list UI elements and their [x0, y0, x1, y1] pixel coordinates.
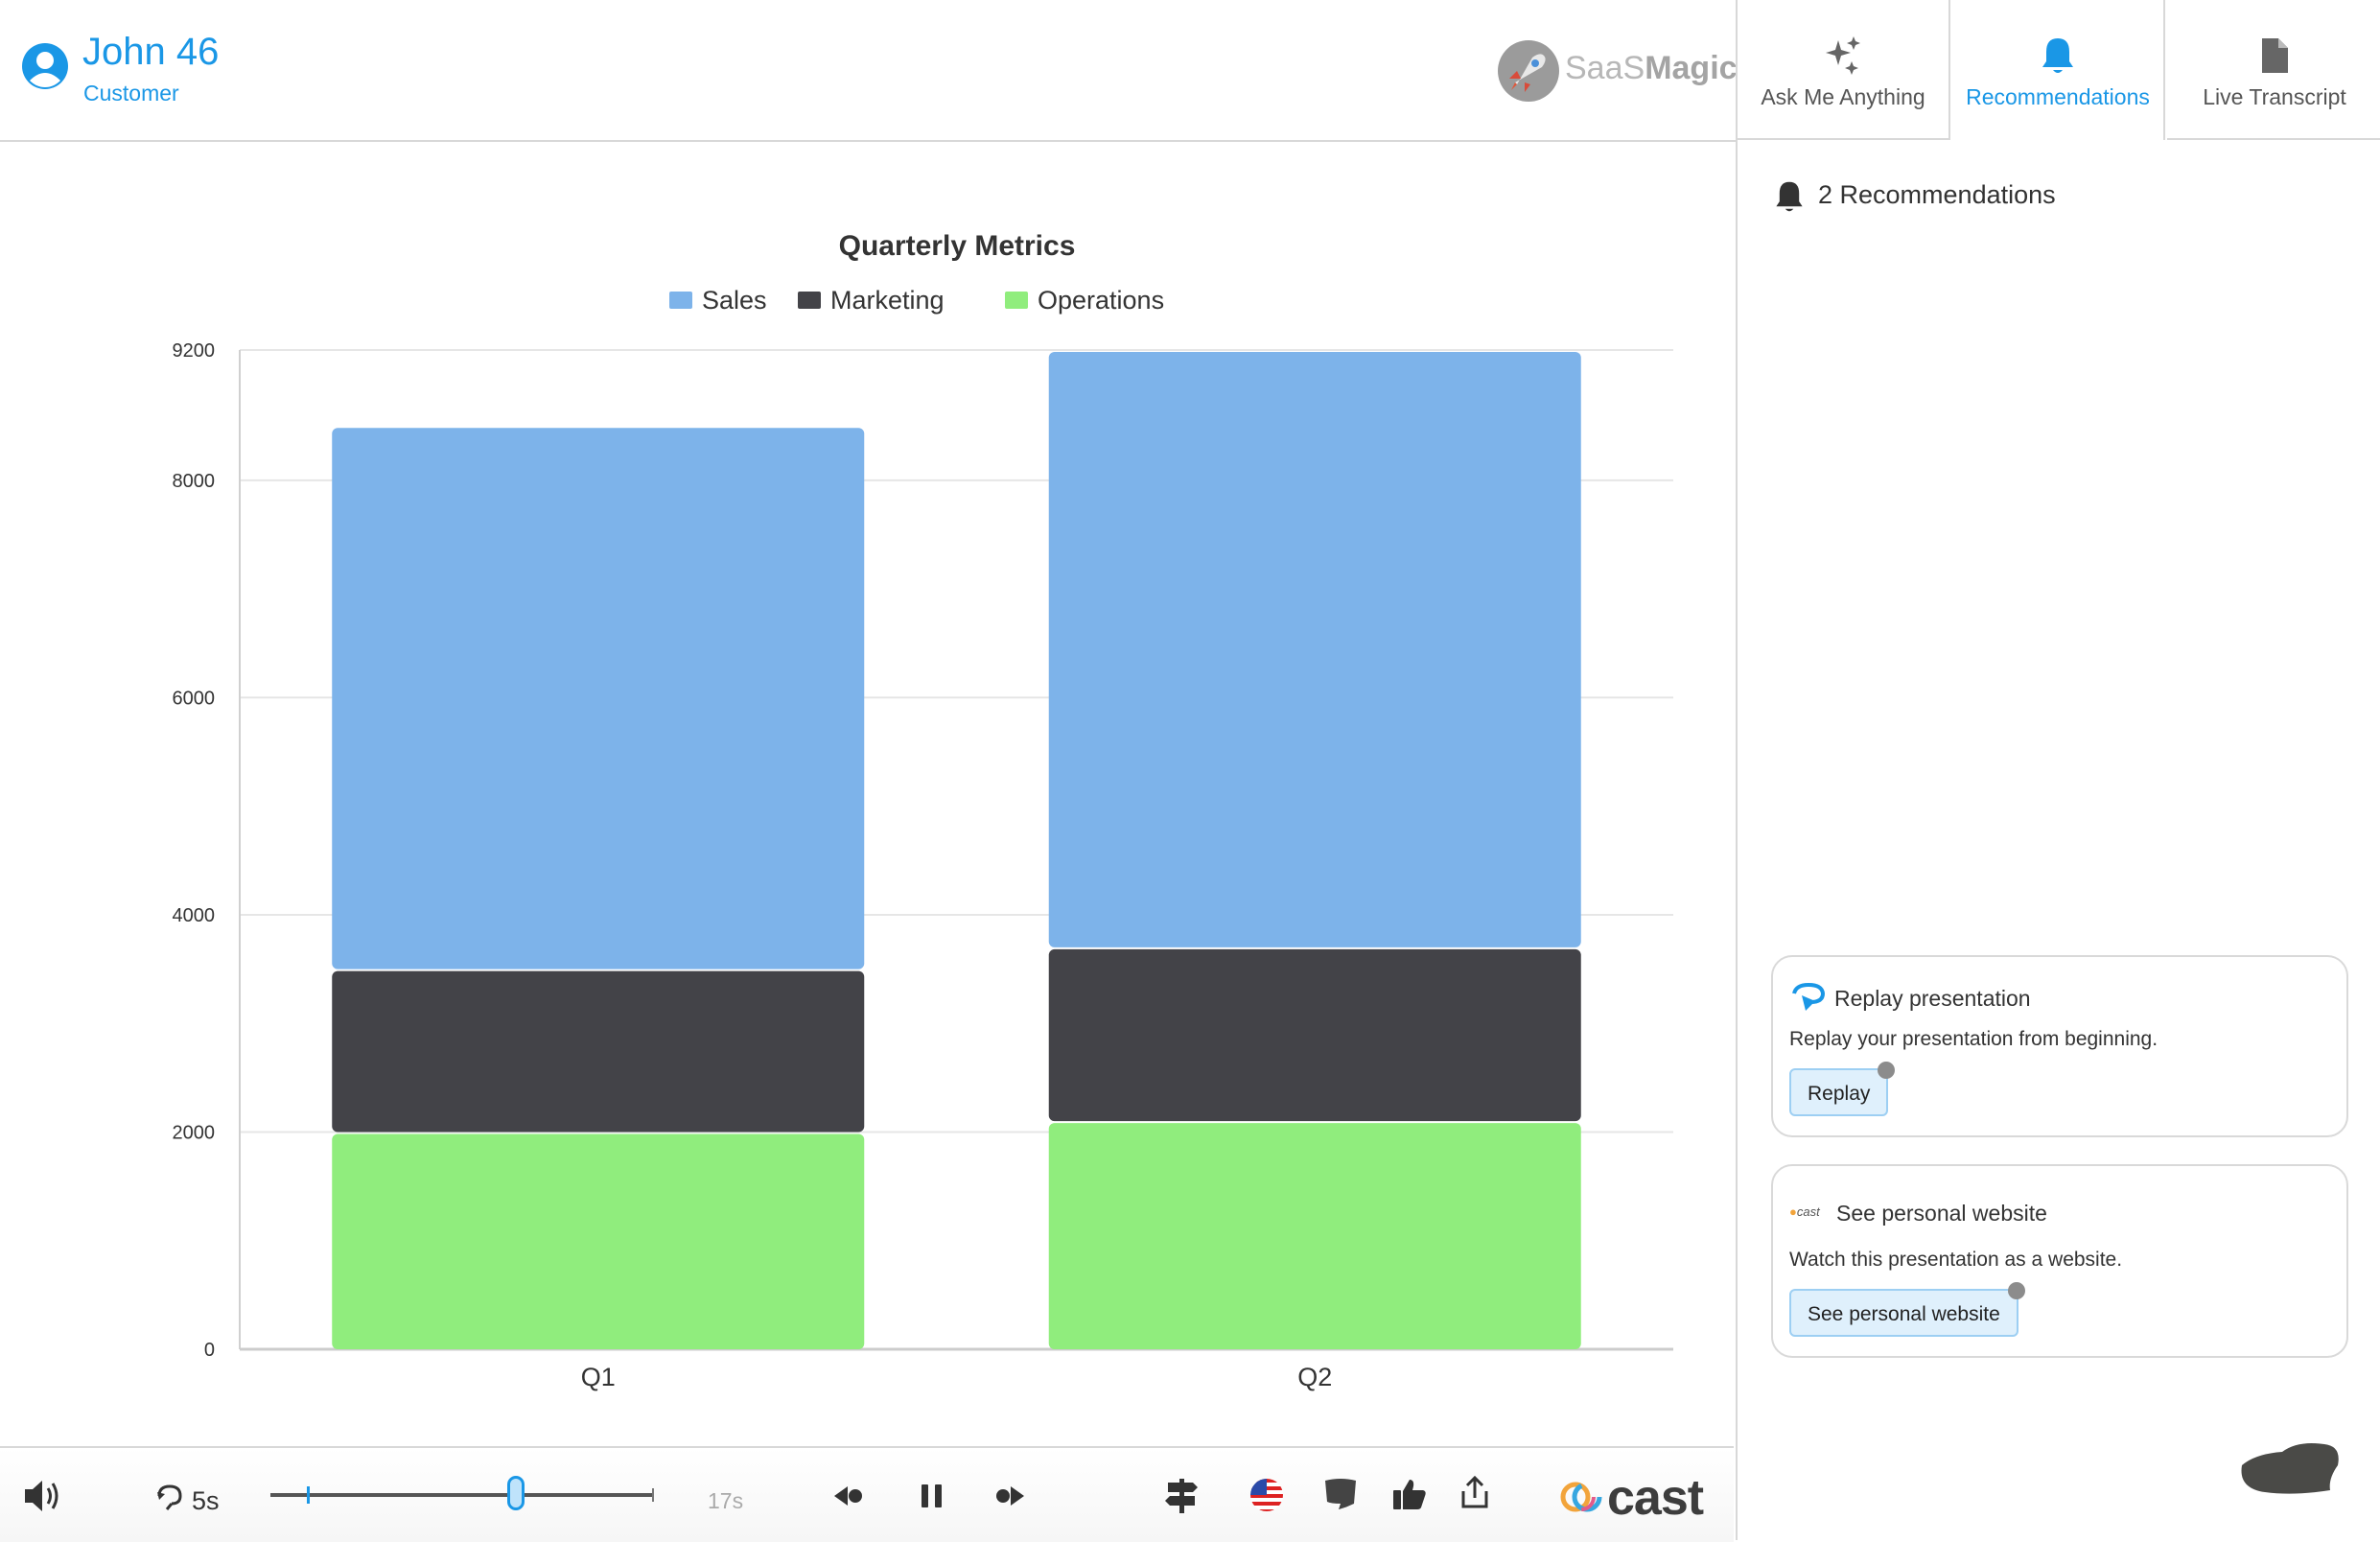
brand-logo-icon [1498, 40, 1559, 102]
progress-slider[interactable] [270, 1476, 654, 1510]
badge-dot [2007, 1282, 2025, 1299]
tab-live-transcript[interactable]: Live Transcript [2167, 0, 2380, 140]
legend-swatch [1005, 292, 1028, 309]
sparkles-icon [1826, 36, 1860, 75]
us-flag-language-icon[interactable] [1248, 1477, 1285, 1513]
thumbs-up-icon[interactable] [1390, 1475, 1429, 1513]
document-icon [2262, 38, 2288, 73]
bar-marketing-q2 [1048, 948, 1581, 1122]
x-tick-label: Q2 [1297, 1363, 1332, 1391]
progress-handle[interactable] [507, 1476, 525, 1510]
bar-marketing-q1 [332, 970, 865, 1133]
cast-brand-text: cast [1607, 1470, 1704, 1526]
y-tick-label: 6000 [173, 688, 216, 709]
tab-label: Recommendations [1966, 84, 2150, 109]
bar-sales-q1 [332, 428, 865, 970]
chart-svg: Quarterly Metrics Sales Marketing Operation… [173, 230, 1673, 1391]
user-avatar-icon [22, 43, 68, 89]
cast-logo-icon: ●cast [1789, 1204, 1820, 1219]
y-tick-label: 2000 [173, 1122, 216, 1143]
replay-icon [1792, 982, 1826, 1011]
card-title: See personal website [1836, 1201, 2047, 1226]
replay-button-label: Replay [1808, 1083, 1871, 1105]
rewind-skip-icon[interactable] [153, 1483, 186, 1511]
legend-swatch [798, 292, 821, 309]
user-name: John 46 [82, 31, 220, 73]
duration-label: 17s [708, 1488, 744, 1513]
chart: Quarterly Metrics Sales Marketing Operation… [0, 142, 1734, 1446]
tab-label: Live Transcript [2203, 84, 2346, 109]
tab-label: Ask Me Anything [1761, 84, 1925, 109]
signpost-icon[interactable] [1162, 1475, 1201, 1515]
side-panel: Ask Me Anything Recommendations Live Tra… [1736, 0, 2380, 1540]
website-button-label: See personal website [1808, 1303, 2000, 1325]
recommendation-card-replay: Replay presentation Replay your presenta… [1771, 955, 2348, 1137]
volume-icon[interactable] [23, 1477, 65, 1515]
header: John 46 Customer SaaSMagic [0, 0, 1738, 142]
bell-icon [2042, 38, 2073, 73]
previous-slide-icon[interactable] [830, 1483, 865, 1509]
y-tick-label: 4000 [173, 905, 216, 926]
y-tick-label: 8000 [173, 471, 216, 492]
card-description: Watch this presentation as a website. [1789, 1249, 2123, 1271]
legend-label: Marketing [830, 286, 945, 315]
comment-icon[interactable] [1321, 1475, 1360, 1513]
brand-name: SaaSMagic [1565, 50, 1738, 86]
y-tick-label: 9200 [173, 340, 216, 362]
recommendations-count: 2 Recommendations [1818, 180, 2056, 209]
badge-dot [1878, 1062, 1896, 1079]
legend-swatch [669, 292, 692, 309]
tab-ask-me-anything[interactable]: Ask Me Anything [1738, 0, 1950, 140]
card-description: Replay your presentation from beginning. [1789, 1028, 2158, 1050]
x-tick-label: Q1 [581, 1363, 616, 1391]
tab-recommendations[interactable]: Recommendations [1952, 0, 2165, 140]
progress-end-tick [652, 1488, 654, 1502]
bar-operations-q1 [332, 1133, 865, 1349]
y-tick-label: 0 [204, 1340, 215, 1361]
user-role: Customer [83, 81, 179, 105]
legend-label: Sales [702, 286, 767, 315]
pause-icon[interactable] [919, 1481, 945, 1511]
chat-widget-icon[interactable] [2236, 1437, 2344, 1498]
progress-start-tick [307, 1486, 310, 1504]
bar-sales-q2 [1048, 352, 1581, 947]
bell-icon [1776, 181, 1803, 212]
chart-title: Quarterly Metrics [839, 230, 1076, 262]
player-controls: 5s 17s [0, 1446, 1734, 1542]
replay-button[interactable]: Replay [1789, 1062, 1896, 1116]
next-slide-icon[interactable] [993, 1483, 1028, 1509]
bar-operations-q2 [1048, 1123, 1581, 1349]
skip-seconds-label[interactable]: 5s [192, 1486, 220, 1515]
card-title: Replay presentation [1834, 986, 2031, 1011]
legend-label: Operations [1038, 286, 1164, 315]
see-personal-website-button[interactable]: See personal website [1789, 1282, 2025, 1337]
share-icon[interactable] [1458, 1475, 1492, 1511]
cast-logo-icon [1560, 1482, 1602, 1512]
recommendation-card-website: ●cast See personal website Watch this pr… [1771, 1164, 2348, 1358]
